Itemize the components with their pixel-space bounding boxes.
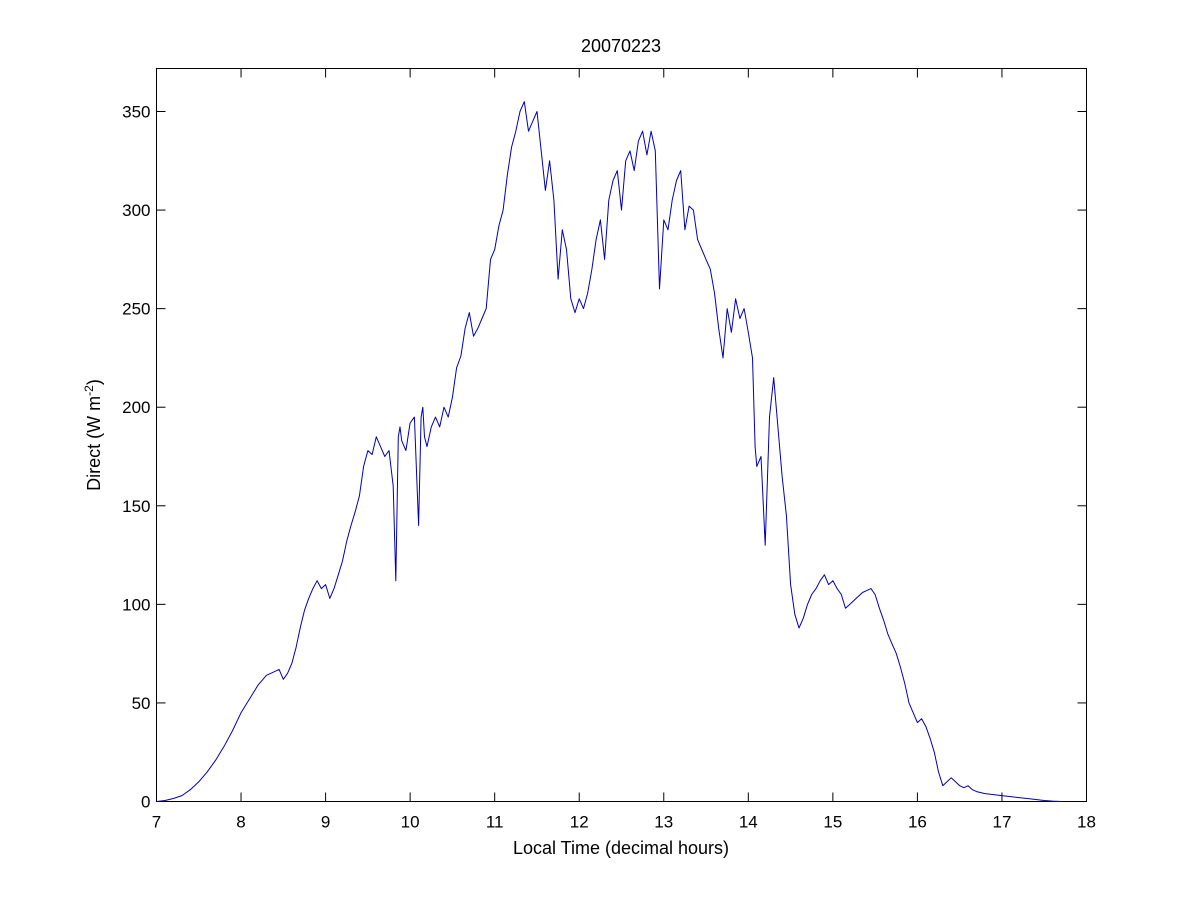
x-tick-label: 13 xyxy=(654,813,673,832)
x-tick-label: 12 xyxy=(570,813,589,832)
x-tick-label: 11 xyxy=(486,813,504,832)
y-tick-label: 100 xyxy=(122,595,150,614)
x-tick-label: 17 xyxy=(992,813,1011,832)
y-tick-label: 50 xyxy=(132,694,151,713)
plot-area xyxy=(156,68,1087,802)
y-tick-label: 0 xyxy=(141,793,150,812)
y-axis-label-superscript: -2 xyxy=(82,385,96,396)
x-tick-label: 14 xyxy=(739,813,758,832)
y-tick-label: 250 xyxy=(122,300,150,319)
x-axis: 7 8 9 10 11 12 13 14 15 16 17 18 xyxy=(152,68,1096,832)
y-axis-label-close: ) xyxy=(84,379,104,385)
y-axis-label-main: Direct (W m xyxy=(84,396,104,491)
chart-title: 20070223 xyxy=(581,36,661,56)
series-line-direct xyxy=(156,101,1062,802)
y-tick-label: 150 xyxy=(122,497,150,516)
x-tick-label: 8 xyxy=(236,813,245,832)
y-tick-label: 200 xyxy=(122,398,150,417)
x-tick-label: 18 xyxy=(1077,813,1096,832)
x-tick-label: 16 xyxy=(908,813,927,832)
x-tick-label: 15 xyxy=(823,813,842,832)
x-axis-label: Local Time (decimal hours) xyxy=(513,838,729,858)
x-tick-label: 9 xyxy=(321,813,330,832)
y-tick-label: 300 xyxy=(122,201,150,220)
y-axis-label: Direct (W m-2) xyxy=(82,379,104,491)
y-tick-label: 350 xyxy=(122,103,150,122)
x-tick-label: 10 xyxy=(401,813,420,832)
y-axis: 0 50 100 150 200 250 300 350 xyxy=(122,103,1087,812)
x-tick-label: 7 xyxy=(152,813,161,832)
